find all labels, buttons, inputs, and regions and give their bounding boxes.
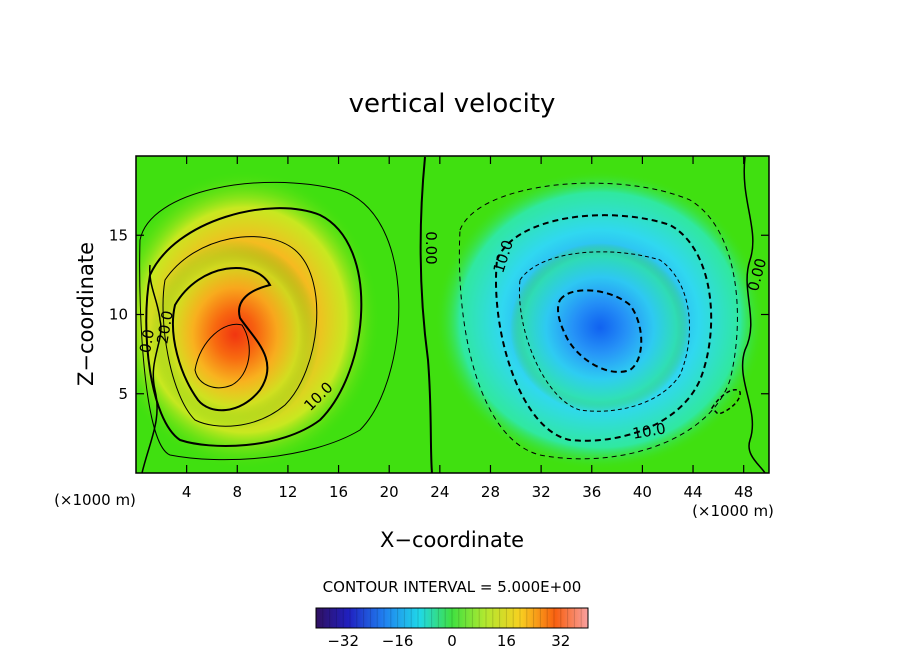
x-tick-label: 4 — [182, 483, 192, 501]
plot-area — [136, 156, 769, 473]
colorbar-bands — [322, 608, 582, 628]
x-tick-label: 48 — [734, 483, 753, 501]
negative-contour-20 — [557, 289, 643, 373]
negative-contour-outer — [458, 182, 738, 460]
x-tick-label: 8 — [233, 483, 243, 501]
colorbar: −32 −16 0 16 32 — [315, 607, 589, 650]
negative-cell — [435, 170, 765, 470]
x-tick-label: 32 — [532, 483, 551, 501]
x-tick-label: 24 — [430, 483, 449, 501]
right-edge-contour — [741, 156, 766, 473]
colorbar-tick-label: 16 — [497, 632, 516, 650]
negative-contour-10 — [495, 214, 713, 442]
x-tick-label: 16 — [329, 483, 348, 501]
positive-contour-25 — [194, 323, 250, 389]
x-tick-label: 28 — [481, 483, 500, 501]
x-tick-label: 12 — [278, 483, 297, 501]
y-tick-label: 5 — [118, 385, 128, 403]
colorbar-ticks: −32 −16 0 16 32 — [327, 632, 570, 650]
x-axis: 4 8 12 16 20 24 28 32 36 40 44 48 — [182, 156, 753, 501]
positive-contour-15 — [162, 236, 318, 427]
positive-contour-20 — [171, 266, 272, 412]
contour-interval: CONTOUR INTERVAL = 5.000E+00 — [323, 578, 582, 596]
x-tick-label: 36 — [582, 483, 601, 501]
y-tick-label: 15 — [109, 226, 128, 244]
y-tick-label: 10 — [109, 306, 128, 324]
colorbar-tick-label: 0 — [447, 632, 457, 650]
contour-label: 10.0 — [631, 419, 667, 443]
positive-contour-10 — [145, 207, 363, 447]
x-tick-label: 44 — [683, 483, 702, 501]
x-tick-label: 20 — [380, 483, 399, 501]
x-tick-label: 40 — [633, 483, 652, 501]
y-unit-label: (×1000 m) — [54, 491, 136, 509]
colorbar-gradient — [315, 607, 589, 629]
colorbar-tick-label: −16 — [382, 632, 414, 650]
left-edge-contour — [141, 264, 162, 473]
zero-contour — [419, 156, 433, 473]
positive-cell — [136, 170, 380, 470]
y-axis: 5 10 15 — [109, 226, 769, 403]
chart-title: vertical velocity — [349, 89, 556, 119]
colorbar-tick-label: −32 — [327, 632, 359, 650]
x-axis-label: X−coordinate — [380, 528, 524, 552]
positive-contour-outer — [139, 181, 400, 461]
contour-label: 20.0 — [153, 309, 177, 345]
x-unit-label: (×1000 m) — [692, 502, 774, 520]
negative-contour-15 — [518, 251, 690, 412]
contour-label: 0.0 — [136, 328, 158, 355]
negative-contour-small — [711, 388, 741, 415]
y-axis-label: Z−coordinate — [74, 242, 98, 386]
contour-label: 0.00 — [422, 231, 440, 264]
colorbar-tick-label: 32 — [551, 632, 570, 650]
